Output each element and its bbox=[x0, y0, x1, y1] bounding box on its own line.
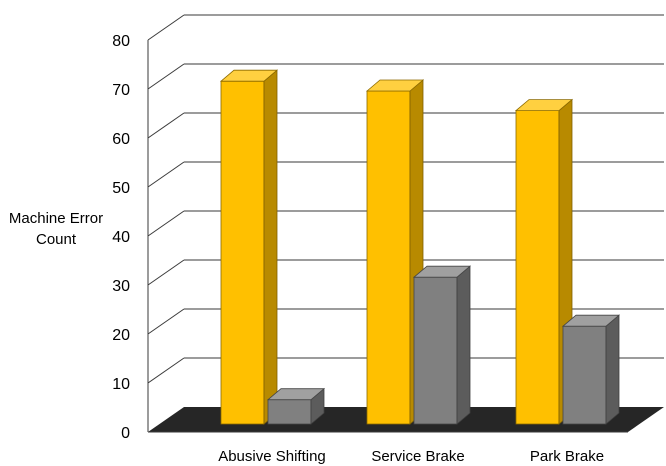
bar-side bbox=[456, 265, 471, 425]
y-tick-label: 30 bbox=[112, 278, 130, 295]
bar-top bbox=[412, 265, 472, 278]
bar-side bbox=[605, 314, 620, 425]
bar-top bbox=[514, 99, 574, 111]
x-tick-label: Park Brake bbox=[530, 448, 604, 465]
y-tick-label: 70 bbox=[112, 82, 130, 99]
bar-front bbox=[267, 399, 312, 425]
gridline-side bbox=[147, 161, 185, 188]
bar-top bbox=[219, 69, 279, 82]
bar-top bbox=[365, 79, 425, 92]
x-tick-label: Abusive Shifting bbox=[218, 448, 326, 465]
bar-side bbox=[263, 69, 278, 425]
gridline-side bbox=[147, 14, 185, 41]
x-tick-label: Service Brake bbox=[371, 448, 464, 465]
bars bbox=[219, 69, 621, 425]
x-axis: Abusive Shifting Service Brake Park Brake bbox=[148, 431, 628, 465]
gridline-side bbox=[147, 357, 185, 384]
y-tick-label: 20 bbox=[112, 327, 130, 344]
gridline-side bbox=[147, 259, 185, 286]
y-axis-label-line-2: Count bbox=[36, 231, 77, 248]
y-tick-label: 0 bbox=[121, 425, 130, 442]
bar bbox=[266, 387, 326, 425]
y-tick-label: 50 bbox=[112, 180, 130, 197]
bar-front bbox=[562, 325, 607, 425]
y-axis-label-line-1: Machine Error bbox=[9, 210, 103, 227]
y-tick-label: 80 bbox=[112, 33, 130, 50]
bar-front bbox=[220, 80, 265, 425]
y-tick-label: 60 bbox=[112, 131, 130, 148]
bar-front bbox=[515, 110, 560, 425]
bar-top bbox=[561, 314, 621, 327]
bar bbox=[561, 314, 621, 425]
bar-front bbox=[413, 276, 458, 425]
bar-front bbox=[366, 90, 411, 425]
y-tick-label: 40 bbox=[112, 229, 130, 246]
bar bbox=[412, 265, 472, 425]
bar bbox=[219, 69, 279, 425]
gridline-side bbox=[147, 112, 185, 139]
gridline-side bbox=[147, 210, 185, 237]
y-axis: 0 10 20 30 40 50 60 70 80 bbox=[112, 33, 149, 442]
gridline-side bbox=[147, 63, 185, 90]
gridline-side bbox=[147, 308, 185, 335]
bar-top bbox=[266, 388, 326, 401]
y-tick-label: 10 bbox=[112, 376, 130, 393]
